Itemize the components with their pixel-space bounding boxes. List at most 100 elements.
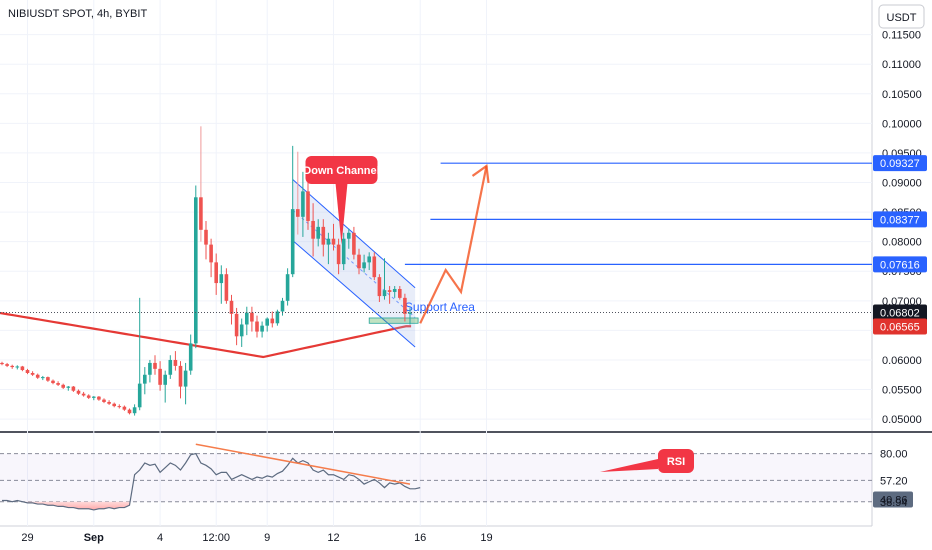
chart-title: NIBIUSDT SPOT, 4h, BYBIT <box>8 8 147 20</box>
candle-body <box>15 366 20 368</box>
price-label-text: 0.06565 <box>880 322 920 334</box>
candle-body <box>290 209 295 275</box>
ema-200-line <box>0 311 412 359</box>
support-area: Support Area <box>368 300 475 324</box>
candle-body <box>347 232 351 239</box>
candle-body <box>260 325 264 332</box>
candle-body <box>204 229 208 245</box>
candle-body <box>214 262 218 284</box>
candle-body <box>35 374 40 378</box>
candle-body <box>168 359 173 375</box>
candle-body <box>122 406 127 410</box>
price-tick-label: 0.10000 <box>882 118 922 130</box>
price-label-badge <box>873 318 927 335</box>
candle-body <box>66 386 71 388</box>
rsi-tick-label: 57.20 <box>880 475 908 487</box>
candle-body <box>51 380 55 384</box>
candle-body <box>143 374 147 384</box>
candle-body <box>56 383 60 385</box>
rsi-band <box>0 453 872 502</box>
candle-body <box>265 318 269 326</box>
candle-body <box>285 274 290 301</box>
rsi-current-badge <box>873 491 913 508</box>
candle-body <box>102 399 106 402</box>
candle-body <box>234 313 239 337</box>
grid <box>0 0 872 526</box>
candle-body <box>132 407 137 414</box>
projection-path <box>419 165 488 324</box>
annotations: Down Channel RSI <box>0 156 872 473</box>
candle-body <box>81 393 86 396</box>
candle-body <box>372 256 377 278</box>
down-channel-callout <box>305 156 378 184</box>
candle-body <box>188 343 193 371</box>
candle-body <box>270 318 275 324</box>
time-tick-label: Sep <box>84 532 104 544</box>
candle-body <box>229 300 234 314</box>
candle-body <box>245 312 249 325</box>
support-label: Support Area <box>405 300 475 314</box>
time-tick-label: 16 <box>414 532 426 544</box>
candle-body <box>71 386 76 391</box>
candle-body <box>86 395 91 398</box>
candle-body <box>194 197 198 344</box>
price-tick-label: 0.11500 <box>882 30 921 42</box>
candle-body <box>250 312 254 322</box>
price-tick-label: 0.06000 <box>882 355 922 367</box>
price-label-badge <box>873 211 927 228</box>
price-tick-label: 0.09000 <box>882 178 922 190</box>
candle-body <box>20 366 25 371</box>
candle-body <box>341 238 346 265</box>
axes: 0.115000.110000.105000.100000.095000.090… <box>21 30 927 544</box>
candle-body <box>117 406 122 408</box>
candle-body <box>97 396 101 400</box>
ema-line <box>0 311 412 359</box>
candle-body <box>387 290 392 292</box>
candle-body <box>173 359 178 366</box>
candle-body <box>311 220 315 239</box>
candle-body <box>0 362 4 365</box>
candle-body <box>61 384 65 388</box>
rsi-line <box>2 452 421 511</box>
support-zone <box>368 317 419 324</box>
candle-body <box>219 274 224 284</box>
currency-label: USDT <box>887 12 917 24</box>
price-label-text: 0.09327 <box>880 158 920 170</box>
candle-body <box>137 383 142 408</box>
price-tick-label: 0.05000 <box>882 414 922 426</box>
candle-body <box>163 374 167 385</box>
candle-body <box>148 362 152 375</box>
rsi-pane <box>0 443 872 511</box>
candle-body <box>357 254 361 269</box>
price-label-badge <box>873 155 927 172</box>
price-tick-label: 0.10500 <box>882 89 922 101</box>
candle-body <box>301 191 305 217</box>
candle-body <box>367 256 371 263</box>
candle-body <box>306 191 310 221</box>
currency-button[interactable] <box>878 4 925 29</box>
price-label-text: 0.08377 <box>880 214 920 226</box>
price-axis-bg <box>872 0 932 550</box>
candle-body <box>199 197 203 230</box>
candles <box>0 126 412 416</box>
candle-body <box>326 238 331 245</box>
price-pane-bg <box>0 0 872 431</box>
candle-body <box>76 390 81 394</box>
candle-body <box>10 365 14 368</box>
rsi-tick-label: 40.86 <box>880 495 908 507</box>
price-tick-label: 0.08000 <box>882 237 922 249</box>
time-tick-label: 9 <box>264 532 270 544</box>
candle-body <box>296 209 300 217</box>
candle-body <box>280 300 285 312</box>
candle-body <box>153 362 157 369</box>
candle-body <box>209 244 213 263</box>
candle-body <box>25 370 30 373</box>
rsi-divergence-line <box>195 443 411 485</box>
down-channel-pointer <box>335 183 348 245</box>
price-tick-label: 0.11000 <box>882 59 921 71</box>
candle-body <box>352 232 356 255</box>
candle-body <box>112 403 116 407</box>
candle-body <box>316 226 320 239</box>
rsi-callout-label: RSI <box>667 456 685 468</box>
